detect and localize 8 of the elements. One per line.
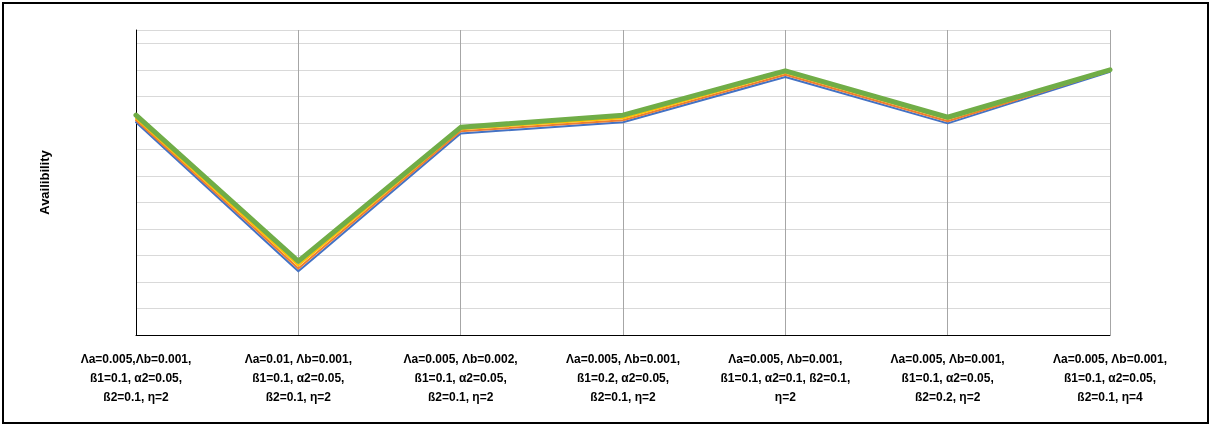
x-tick-label: Λa=0.005,Λb=0.001, ß1=0.1, α2=0.05, ß2=0.1, η=2 (80, 351, 192, 404)
x-tick-label: Λa=0.005, Λb=0.002, ß1=0.1, α2=0.05, ß2=0.1, η=2 (403, 351, 518, 404)
x-tick-label: Λa=0.005, Λb=0.001, ß1=0.1, α2=0.05, ß2=0.1, η=4 (1052, 351, 1168, 404)
x-tick-label: Λa=0.005, Λb=0.001, ß1=0.2, α2=0.05, ß2=0.1, η=2 (565, 351, 681, 404)
x-tick-label: Λa=0.005, Λb=0.001, ß1=0.1, α2=0.05, ß2=0.2, η=2 (890, 351, 1005, 404)
x-tick-label: Λa=0.005, Λb=0.001, ß1=0.1, α2=0.1, ß2=0.1, η=2 (720, 351, 851, 404)
y-axis-title: Availibility (37, 149, 52, 215)
x-tick-label: Λa=0.01, Λb=0.001, ß1=0.1, α2=0.05, ß2=0.1, η=2 (244, 351, 353, 404)
